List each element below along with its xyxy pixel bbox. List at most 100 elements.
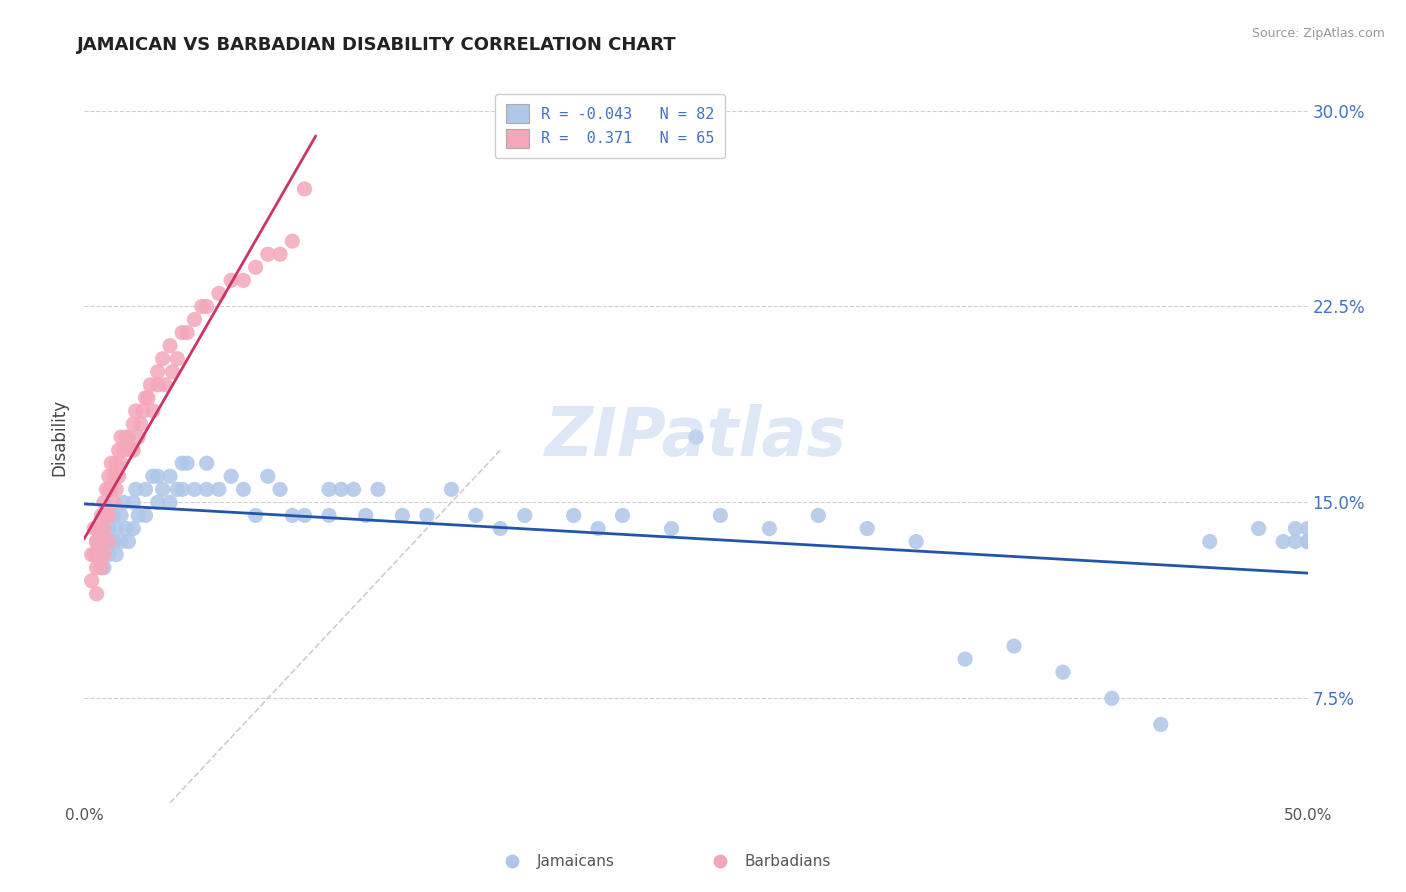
Point	[90, 548, 112, 562]
Point	[110, 534, 132, 549]
Point	[146, 377, 169, 392]
Point	[136, 391, 159, 405]
Point	[100, 483, 122, 497]
Point	[208, 286, 231, 301]
Point	[93, 560, 115, 574]
Point	[195, 456, 218, 470]
Point	[86, 560, 108, 574]
Point	[110, 430, 132, 444]
Point	[120, 443, 142, 458]
Point	[294, 508, 316, 523]
Point	[105, 521, 128, 535]
Point	[281, 234, 304, 248]
Point	[122, 443, 145, 458]
Point	[135, 508, 157, 523]
Point	[367, 483, 389, 497]
Point	[166, 351, 188, 366]
Point	[103, 495, 125, 509]
Point	[219, 469, 242, 483]
Point	[416, 508, 439, 523]
Point	[953, 652, 976, 666]
Point	[115, 521, 138, 535]
Point	[93, 548, 115, 562]
Point	[86, 521, 108, 535]
Point	[758, 521, 780, 535]
Point	[464, 508, 486, 523]
Point	[172, 456, 194, 470]
Point	[112, 443, 135, 458]
Point	[103, 534, 125, 549]
Point	[257, 469, 280, 483]
Point	[107, 443, 129, 458]
Text: ZIPatlas: ZIPatlas	[546, 404, 846, 470]
Point	[93, 521, 115, 535]
Point	[1296, 521, 1319, 535]
Point	[90, 508, 112, 523]
Point	[122, 521, 145, 535]
Point	[97, 548, 120, 562]
Point	[142, 469, 165, 483]
Point	[105, 456, 128, 470]
Point	[1247, 521, 1270, 535]
Point	[513, 508, 536, 523]
Point	[125, 483, 148, 497]
Point	[97, 469, 120, 483]
Point	[146, 469, 169, 483]
Point	[97, 483, 120, 497]
Point	[172, 483, 194, 497]
Text: Source: ZipAtlas.com: Source: ZipAtlas.com	[1251, 27, 1385, 40]
Point	[195, 300, 218, 314]
Point	[1272, 534, 1295, 549]
Point	[562, 508, 585, 523]
Point	[183, 483, 205, 497]
Point	[245, 260, 267, 275]
Point	[97, 521, 120, 535]
Point	[232, 273, 254, 287]
Point	[122, 417, 145, 431]
Point	[125, 404, 148, 418]
Point	[97, 534, 120, 549]
Point	[489, 521, 512, 535]
Point	[208, 483, 231, 497]
Point	[103, 469, 125, 483]
Point	[100, 456, 122, 470]
Point	[232, 483, 254, 497]
Point	[129, 417, 152, 431]
Point	[176, 456, 198, 470]
Point	[612, 508, 634, 523]
Point	[709, 508, 731, 523]
Point	[1284, 534, 1306, 549]
Point	[162, 365, 184, 379]
Point	[142, 404, 165, 418]
Point	[685, 430, 707, 444]
Point	[342, 483, 364, 497]
Point	[191, 300, 214, 314]
Point	[105, 483, 128, 497]
Point	[152, 483, 174, 497]
Point	[146, 495, 169, 509]
Point	[172, 326, 194, 340]
Point	[117, 430, 139, 444]
Point	[807, 508, 830, 523]
Point	[318, 483, 340, 497]
Point	[96, 483, 118, 497]
Point	[90, 534, 112, 549]
Point	[93, 508, 115, 523]
Point	[103, 508, 125, 523]
Point	[1296, 534, 1319, 549]
Point	[1198, 534, 1220, 549]
Point	[90, 521, 112, 535]
Point	[86, 587, 108, 601]
Point	[153, 377, 176, 392]
Point	[135, 483, 157, 497]
Point	[87, 548, 110, 562]
Point	[176, 326, 198, 340]
Point	[281, 508, 304, 523]
Point	[159, 339, 181, 353]
Point	[97, 508, 120, 523]
Point	[661, 521, 683, 535]
Point	[856, 521, 879, 535]
Point	[132, 404, 155, 418]
Point	[159, 495, 181, 509]
Point	[1052, 665, 1074, 680]
